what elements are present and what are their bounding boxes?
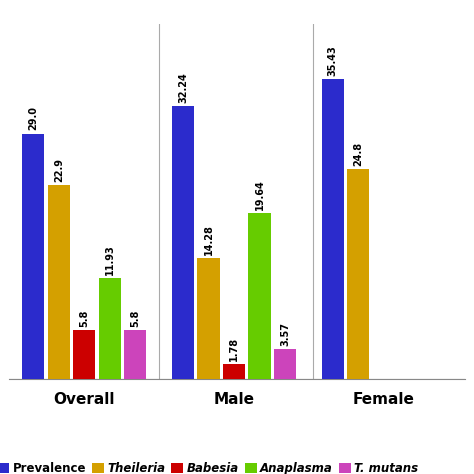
Text: 32.24: 32.24 [178,72,188,103]
Bar [99,278,121,379]
Text: 14.28: 14.28 [203,224,213,255]
Bar [22,134,45,379]
Bar [73,330,95,379]
Text: 22.9: 22.9 [54,158,64,182]
Bar [347,169,369,379]
Bar [223,364,245,379]
Bar [172,106,194,379]
Text: 5.8: 5.8 [79,310,89,327]
Text: 3.57: 3.57 [280,321,290,346]
Text: 29.0: 29.0 [28,106,38,130]
Text: 35.43: 35.43 [328,45,337,76]
Text: 11.93: 11.93 [105,244,115,275]
Legend: Prevalence, Theileria, Babesia, Anaplasma, T. mutans: Prevalence, Theileria, Babesia, Anaplasm… [0,457,423,474]
Text: 1.78: 1.78 [229,337,239,361]
Text: 24.8: 24.8 [353,142,363,166]
Bar [274,349,296,379]
Bar [124,330,146,379]
Bar [197,258,219,379]
Bar [248,213,271,379]
Bar [48,185,70,379]
Text: 5.8: 5.8 [130,310,140,327]
Bar [321,79,344,379]
Text: 19.64: 19.64 [255,179,264,210]
